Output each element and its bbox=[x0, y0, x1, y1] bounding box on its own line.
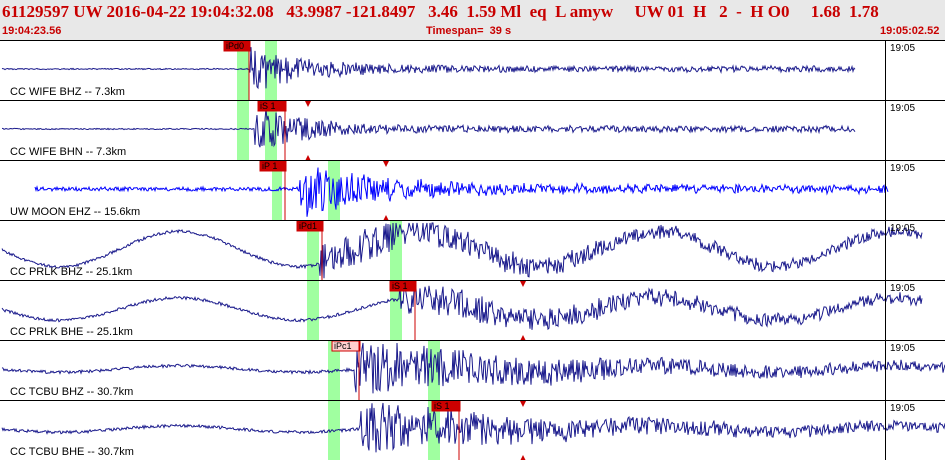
end-time: 19:05:02.52 bbox=[880, 25, 940, 37]
channel-label: CC TCBU BHZ -- 30.7km bbox=[10, 386, 134, 398]
pick-label: iPd1 bbox=[299, 221, 317, 231]
pick-label: iS 1 bbox=[260, 101, 276, 111]
waveform-trace bbox=[1, 47, 856, 90]
phase-pick-marker[interactable]: iPd0 bbox=[223, 41, 251, 100]
seismogram-panels: iPd0 19:05 CC WIFE BHZ -- 7.3km iS 1 19:… bbox=[0, 40, 945, 460]
analysis-window bbox=[237, 101, 249, 160]
pick-label: iPc1 bbox=[334, 341, 352, 351]
channel-label: CC PRLK BHE -- 25.1km bbox=[10, 326, 133, 338]
analysis-window bbox=[428, 401, 440, 460]
amplitude-marker bbox=[383, 215, 389, 220]
channel-label: CC PRLK BHZ -- 25.1km bbox=[10, 266, 133, 278]
amplitude-marker bbox=[383, 161, 389, 167]
analysis-window bbox=[272, 161, 282, 220]
right-divider bbox=[885, 341, 886, 400]
amplitude-marker bbox=[520, 455, 526, 460]
waveform: iPd0 bbox=[1, 41, 856, 100]
header-bar: 61129597 UW 2016-04-22 19:04:32.08 43.99… bbox=[0, 0, 945, 40]
waveform-trace bbox=[1, 402, 945, 453]
trace-panel-wife-bhz[interactable]: iPd0 19:05 CC WIFE BHZ -- 7.3km bbox=[0, 40, 945, 100]
phase-pick-marker[interactable]: iPd1 bbox=[296, 221, 324, 280]
panel-time-label: 19:05 bbox=[890, 223, 916, 234]
waveform: iS 1 bbox=[1, 401, 945, 460]
right-divider bbox=[885, 41, 886, 100]
panel-time-label: 19:05 bbox=[890, 163, 916, 174]
amplitude-marker bbox=[305, 155, 311, 160]
right-divider bbox=[885, 101, 886, 160]
phase-pick-marker[interactable]: iS 1 bbox=[431, 401, 461, 460]
panel-time-label: 19:05 bbox=[890, 343, 916, 354]
time-info-row: 19:04:23.56 Timespan= 39 s 19:05:02.52 bbox=[0, 25, 945, 39]
event-title: 61129597 UW 2016-04-22 19:04:32.08 43.99… bbox=[2, 2, 879, 21]
amplitude-marker bbox=[520, 401, 526, 407]
waveform: iS 1 bbox=[1, 281, 923, 340]
channel-label: UW MOON EHZ -- 15.6km bbox=[10, 206, 141, 218]
channel-label: CC WIFE BHZ -- 7.3km bbox=[10, 86, 125, 98]
panel-time-label: 19:05 bbox=[890, 403, 916, 414]
start-time: 19:04:23.56 bbox=[2, 25, 62, 37]
phase-pick-marker[interactable]: iP 1 bbox=[259, 161, 287, 220]
timespan-label: Timespan= 39 s bbox=[426, 25, 512, 37]
waveform-trace bbox=[1, 283, 923, 331]
phase-pick-marker[interactable]: iS 1 bbox=[389, 281, 417, 340]
waveform: iP 1 bbox=[34, 161, 889, 220]
panel-time-label: 19:05 bbox=[890, 103, 916, 114]
channel-label: CC TCBU BHE -- 30.7km bbox=[10, 446, 134, 458]
pick-label: iS 1 bbox=[392, 281, 408, 291]
trace-panel-wife-bhn[interactable]: iS 1 19:05 CC WIFE BHN -- 7.3km bbox=[0, 100, 945, 160]
trace-panel-tcbu-bhe[interactable]: iS 1 19:05 CC TCBU BHE -- 30.7km bbox=[0, 400, 945, 460]
channel-label: CC WIFE BHN -- 7.3km bbox=[10, 146, 127, 158]
trace-panel-prlk-bhz[interactable]: iPd1 19:05 CC PRLK BHZ -- 25.1km bbox=[0, 220, 945, 280]
waveform-trace bbox=[1, 342, 945, 394]
pick-label: iP 1 bbox=[262, 161, 277, 171]
trace-panel-moon-ehz[interactable]: iP 1 19:05 UW MOON EHZ -- 15.6km bbox=[0, 160, 945, 220]
phase-pick-marker[interactable]: iPc1 bbox=[331, 341, 361, 400]
panel-time-label: 19:05 bbox=[890, 283, 916, 294]
panel-time-label: 19:05 bbox=[890, 43, 916, 54]
right-divider bbox=[885, 401, 886, 460]
trace-panel-tcbu-bhz[interactable]: iPc1 19:05 CC TCBU BHZ -- 30.7km bbox=[0, 340, 945, 400]
analysis-window bbox=[237, 41, 249, 100]
phase-pick-marker[interactable]: iS 1 bbox=[257, 101, 287, 160]
amplitude-marker bbox=[520, 335, 526, 340]
waveform: iPc1 bbox=[1, 341, 945, 400]
right-divider bbox=[885, 281, 886, 340]
waveform-trace bbox=[1, 222, 923, 280]
amplitude-marker bbox=[520, 281, 526, 287]
waveform: iPd1 bbox=[1, 221, 923, 280]
analysis-window bbox=[328, 401, 340, 460]
waveform-trace bbox=[1, 108, 856, 148]
right-divider bbox=[885, 161, 886, 220]
pick-label: iPd0 bbox=[226, 41, 244, 51]
right-divider bbox=[885, 221, 886, 280]
analysis-window bbox=[307, 281, 319, 340]
waveform: iS 1 bbox=[1, 101, 856, 160]
trace-panel-prlk-bhe[interactable]: iS 1 19:05 CC PRLK BHE -- 25.1km bbox=[0, 280, 945, 340]
amplitude-marker bbox=[305, 101, 311, 107]
waveform-trace bbox=[34, 167, 889, 217]
pick-label: iS 1 bbox=[434, 401, 450, 411]
